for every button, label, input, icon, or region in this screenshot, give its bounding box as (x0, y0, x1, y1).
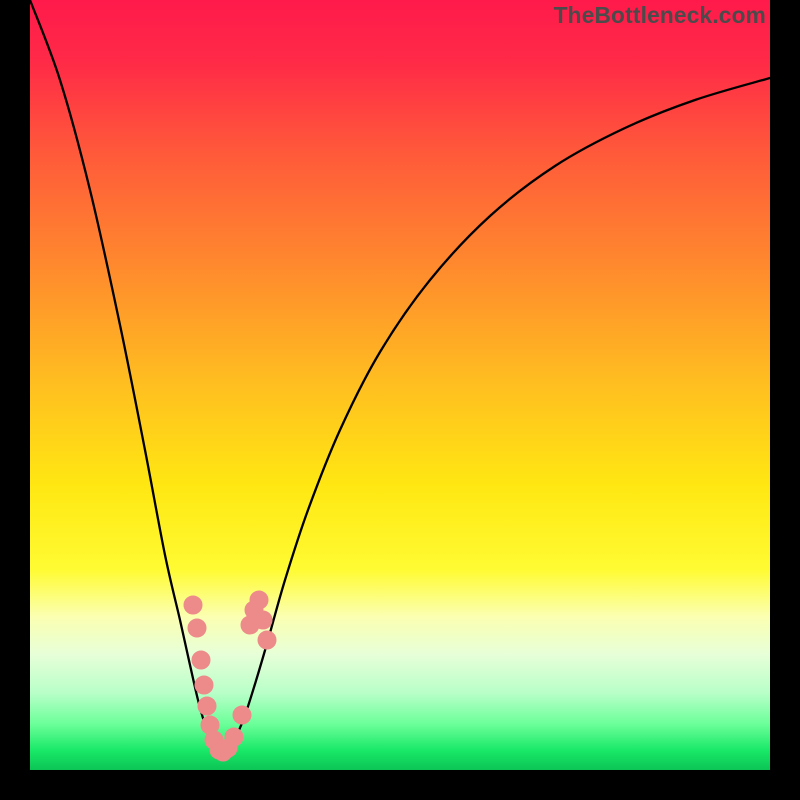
bottleneck-curve (30, 0, 770, 753)
curve-marker (233, 706, 251, 724)
curve-marker (258, 631, 276, 649)
curve-marker (184, 596, 202, 614)
curve-layer (30, 0, 770, 770)
curve-marker (195, 676, 213, 694)
bottleneck-chart: TheBottleneck.com (0, 0, 800, 800)
marker-group (184, 591, 276, 761)
curve-marker (192, 651, 210, 669)
curve-marker (188, 619, 206, 637)
curve-marker (254, 611, 272, 629)
curve-marker (198, 697, 216, 715)
curve-marker (225, 728, 243, 746)
curve-marker (250, 591, 268, 609)
